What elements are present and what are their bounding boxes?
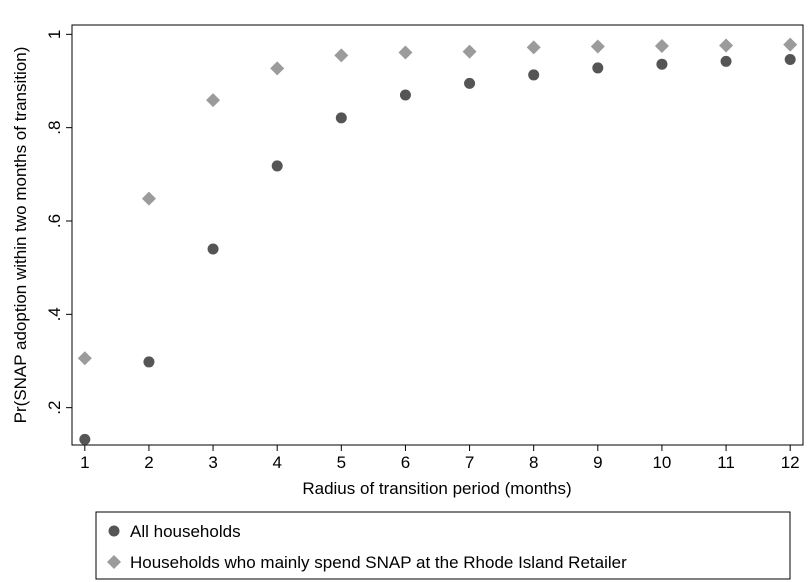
x-tick-label: 9 bbox=[593, 453, 602, 472]
data-point-ri-retailer-households bbox=[783, 37, 798, 52]
legend-label-all-households: All households bbox=[130, 522, 241, 541]
x-tick-label: 1 bbox=[80, 453, 89, 472]
data-point-all-households bbox=[143, 356, 155, 368]
x-axis-title: Radius of transition period (months) bbox=[302, 479, 571, 498]
y-axis: .2 .4 .6 .8 1 bbox=[45, 30, 72, 415]
data-point-all-households bbox=[399, 89, 411, 101]
data-point-ri-retailer-households bbox=[77, 351, 92, 366]
y-tick-label: 1 bbox=[45, 30, 64, 39]
data-point-ri-retailer-households bbox=[206, 93, 221, 108]
data-point-ri-retailer-households bbox=[526, 40, 541, 55]
y-tick-label: .6 bbox=[45, 214, 64, 228]
legend-label-ri-retailer-households: Households who mainly spend SNAP at the … bbox=[130, 553, 627, 572]
x-tick-label: 3 bbox=[208, 453, 217, 472]
data-point-all-households bbox=[784, 54, 796, 66]
data-point-ri-retailer-households bbox=[654, 39, 669, 53]
data-marks bbox=[77, 37, 798, 445]
data-point-all-households bbox=[720, 55, 732, 67]
data-point-all-households bbox=[207, 243, 219, 255]
x-tick-label: 4 bbox=[272, 453, 281, 472]
data-point-ri-retailer-households bbox=[270, 61, 285, 76]
data-point-ri-retailer-households bbox=[590, 39, 605, 54]
x-tick-label: 8 bbox=[529, 453, 538, 472]
x-tick-label: 11 bbox=[717, 453, 735, 472]
y-axis-title: Pr(SNAP adoption within two months of tr… bbox=[11, 47, 30, 424]
x-tick-label: 6 bbox=[401, 453, 410, 472]
data-point-all-households bbox=[79, 433, 91, 445]
data-point-ri-retailer-households bbox=[141, 191, 156, 206]
legend-box bbox=[95, 511, 791, 580]
x-axis: 1 2 3 4 5 6 7 8 9 10 11 12 bbox=[80, 445, 800, 472]
data-point-all-households bbox=[271, 160, 283, 172]
x-tick-label: 5 bbox=[337, 453, 346, 472]
x-tick-label: 10 bbox=[652, 453, 671, 472]
data-point-all-households bbox=[592, 62, 604, 74]
x-tick-label: 2 bbox=[144, 453, 153, 472]
legend-marker-all-households bbox=[108, 525, 120, 537]
legend: All households Households who mainly spe… bbox=[95, 511, 791, 580]
data-point-ri-retailer-households bbox=[334, 48, 349, 63]
y-tick-label: .8 bbox=[45, 121, 64, 135]
data-point-ri-retailer-households bbox=[462, 44, 477, 59]
plot-frame bbox=[71, 24, 804, 446]
data-point-all-households bbox=[464, 77, 476, 89]
y-tick-label: .2 bbox=[45, 401, 64, 415]
y-tick-label: .4 bbox=[45, 307, 64, 321]
data-point-all-households bbox=[528, 69, 540, 81]
x-tick-label: 7 bbox=[465, 453, 474, 472]
x-tick-label: 12 bbox=[781, 453, 800, 472]
data-point-all-households bbox=[656, 58, 668, 70]
data-point-ri-retailer-households bbox=[398, 45, 413, 60]
legend-marker-ri-retailer-households bbox=[107, 555, 121, 569]
data-point-all-households bbox=[335, 112, 347, 124]
data-point-ri-retailer-households bbox=[719, 38, 734, 53]
